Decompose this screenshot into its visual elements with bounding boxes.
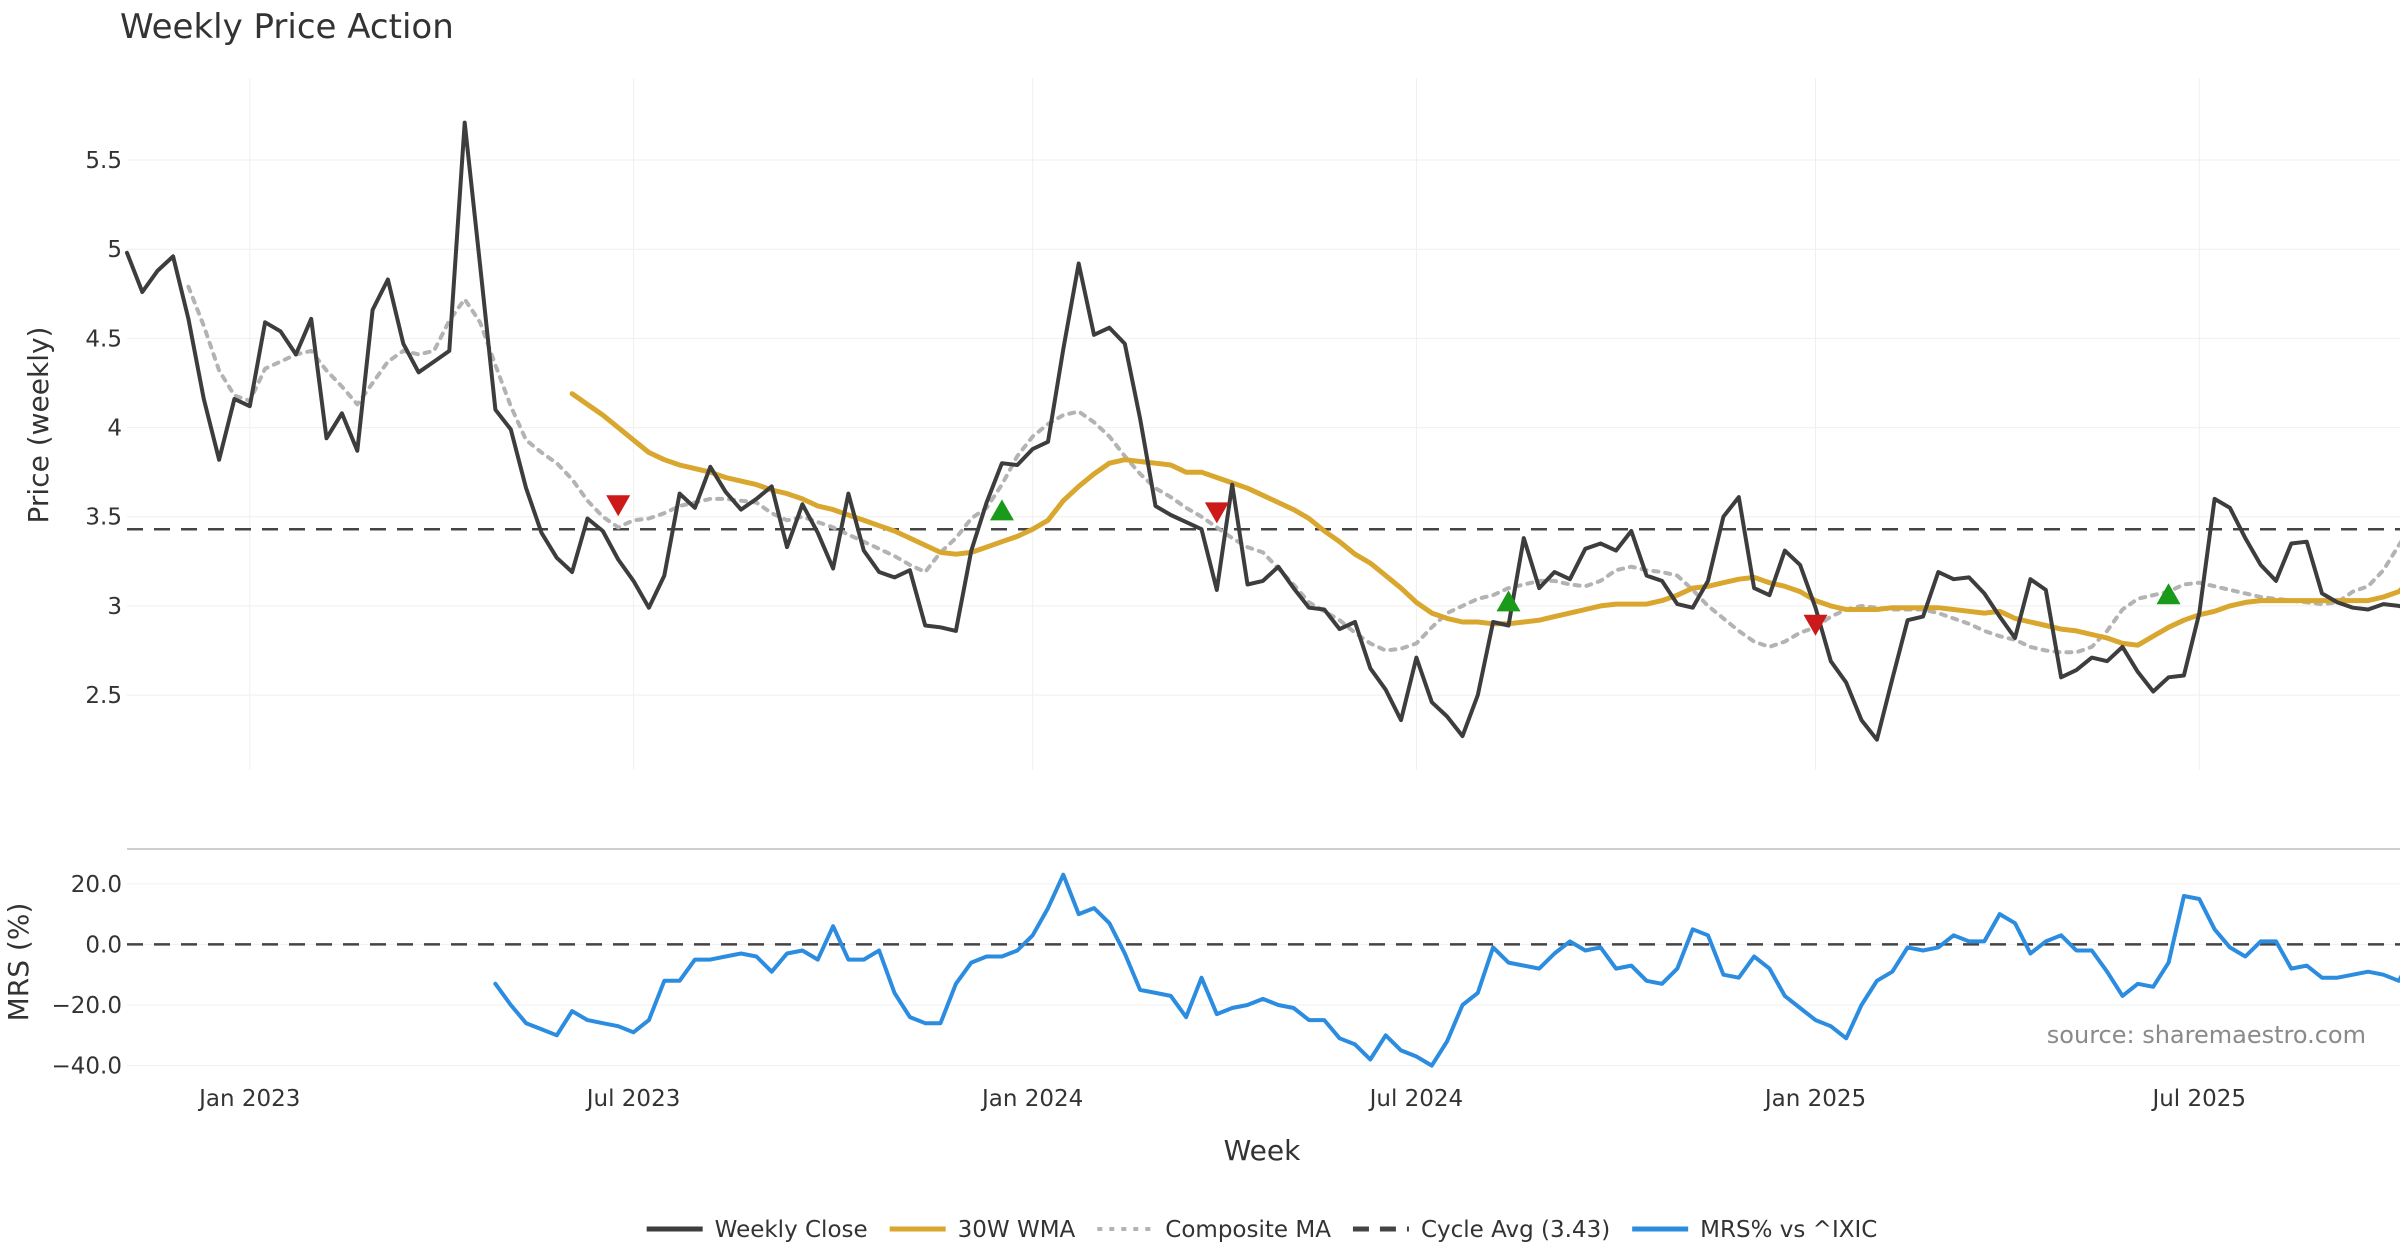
legend-label-composite-ma: Composite MA (1165, 1217, 1331, 1243)
source-note: source: sharemaestro.com (2047, 1021, 2366, 1049)
legend-label-30w-wma: 30W WMA (958, 1217, 1076, 1243)
mrs-y-axis-ticks: −40.0 −20.0 0.0 20.0 (52, 872, 122, 1080)
legend-label-mrs-vs-ixic: MRS% vs ^IXIC (1700, 1217, 1877, 1243)
buy-signal-marker (2156, 583, 2181, 605)
mrs-y-tick-label: 0.0 (85, 932, 122, 958)
mrs-y-tick-label: 20.0 (71, 872, 122, 898)
mrs-y-tick-label: −40.0 (52, 1054, 122, 1080)
30w-wma-line (569, 391, 2400, 648)
price-series-lines (125, 120, 2400, 742)
mrs-y-tick-label: −20.0 (52, 993, 122, 1019)
sell-signal-marker (606, 495, 631, 517)
legend-label-cycle-avg-3-43: Cycle Avg (3.43) (1421, 1217, 1610, 1243)
x-tick-label: Jan 2025 (1763, 1086, 1866, 1112)
x-axis-ticks: Jan 2023 Jul 2023 Jan 2024 Jul 2024 Jan 2025… (197, 1086, 2246, 1112)
x-tick-label: Jul 2025 (2150, 1086, 2246, 1112)
chart-legend: Weekly Close 30W WMA Composite MA Cycle Avg… (646, 1217, 1877, 1243)
x-tick-label: Jan 2024 (980, 1086, 1083, 1112)
x-tick-label: Jul 2024 (1368, 1086, 1464, 1112)
sell-signal-marker (1803, 614, 1828, 636)
composite-ma-line (186, 284, 2400, 655)
price-y-tick-label: 3.5 (85, 505, 122, 531)
price-panel-gridlines (127, 78, 2400, 770)
x-tick-label: Jul 2023 (585, 1086, 681, 1112)
price-y-tick-label: 4 (107, 416, 122, 442)
chart-title: Weekly Price Action (120, 7, 454, 47)
buy-signal-marker (1496, 590, 1521, 612)
x-tick-label: Jan 2023 (197, 1086, 300, 1112)
price-y-axis-ticks: 2.5 3 3.5 4 4.5 5 5.5 (85, 148, 122, 709)
sell-signal-marker (1204, 502, 1229, 524)
mrs-line (493, 872, 2400, 1068)
price-y-tick-label: 5 (107, 237, 122, 263)
buy-signal-marker (989, 499, 1014, 521)
price-y-tick-label: 5.5 (85, 148, 122, 174)
price-y-axis-label: Price (weekly) (22, 327, 55, 524)
legend-label-weekly-close: Weekly Close (715, 1217, 868, 1243)
weekly-close-line (125, 120, 2400, 742)
mrs-series-line (493, 872, 2400, 1068)
price-y-tick-label: 3 (107, 594, 122, 620)
mrs-y-axis-label: MRS (%) (2, 903, 35, 1022)
price-y-tick-label: 2.5 (85, 683, 122, 709)
signal-markers (606, 495, 2181, 636)
price-y-tick-label: 4.5 (85, 326, 122, 352)
x-axis-label: Week (1224, 1134, 1301, 1167)
